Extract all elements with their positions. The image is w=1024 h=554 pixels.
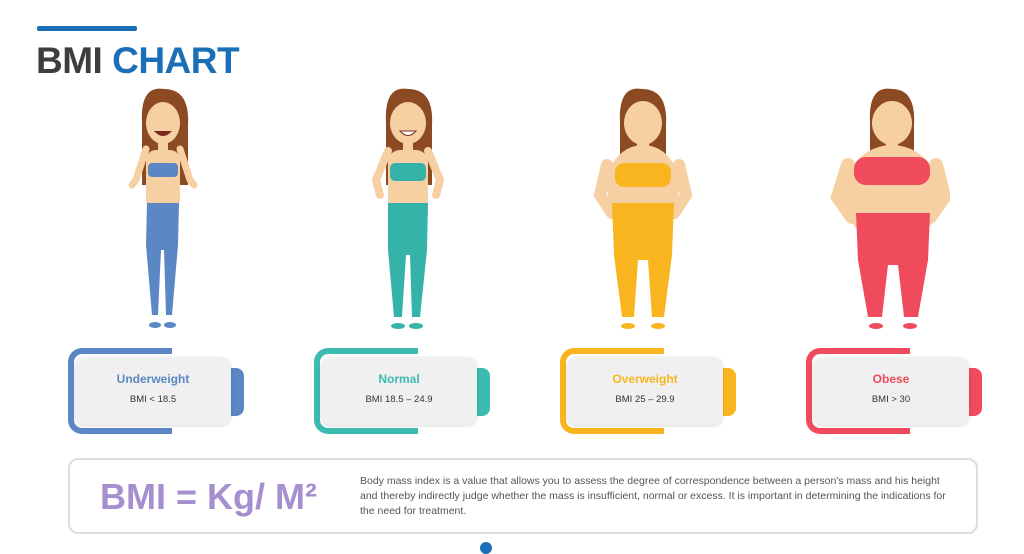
card-bracket bbox=[314, 348, 418, 434]
card-body: Overweight BMI 25 – 29.9 bbox=[567, 357, 723, 425]
slide-indicator-dot[interactable] bbox=[480, 542, 492, 554]
page-title: BMI CHART bbox=[36, 40, 240, 82]
card-tab bbox=[968, 368, 982, 416]
card-bracket bbox=[560, 348, 664, 434]
card-underweight: Underweight BMI < 18.5 bbox=[68, 348, 244, 434]
card-label: Obese bbox=[872, 372, 910, 386]
formula-panel: BMI = Kg/ M² Body mass index is a value … bbox=[68, 458, 978, 534]
title-part-chart: CHART bbox=[112, 40, 240, 81]
card-label: Overweight bbox=[612, 372, 678, 386]
card-tab bbox=[722, 368, 736, 416]
figure-normal bbox=[348, 85, 468, 335]
figure-underweight bbox=[102, 85, 222, 335]
card-bracket bbox=[806, 348, 910, 434]
card-range: BMI < 18.5 bbox=[129, 394, 177, 405]
bmi-formula: BMI = Kg/ M² bbox=[100, 476, 317, 517]
figure-obese bbox=[830, 85, 950, 335]
card-range: BMI 25 – 29.9 bbox=[615, 394, 675, 405]
bmi-description: Body mass index is a value that allows y… bbox=[360, 475, 946, 517]
card-overweight: Overweight BMI 25 – 29.9 bbox=[560, 348, 736, 434]
card-label: Normal bbox=[378, 372, 420, 386]
card-body: Obese BMI > 30 bbox=[813, 357, 969, 425]
card-tab bbox=[230, 368, 244, 416]
card-normal: Normal BMI 18.5 – 24.9 bbox=[314, 348, 490, 434]
card-range: BMI 18.5 – 24.9 bbox=[365, 394, 433, 405]
title-accent-bar bbox=[37, 26, 137, 31]
card-tab bbox=[476, 368, 490, 416]
card-body: Normal BMI 18.5 – 24.9 bbox=[321, 357, 477, 425]
figure-overweight bbox=[582, 85, 702, 335]
card-body: Underweight BMI < 18.5 bbox=[75, 357, 231, 425]
card-obese: Obese BMI > 30 bbox=[806, 348, 982, 434]
card-bracket bbox=[68, 348, 172, 434]
card-range: BMI > 30 bbox=[871, 394, 911, 405]
card-label: Underweight bbox=[116, 372, 190, 386]
title-part-bmi: BMI bbox=[36, 40, 103, 81]
